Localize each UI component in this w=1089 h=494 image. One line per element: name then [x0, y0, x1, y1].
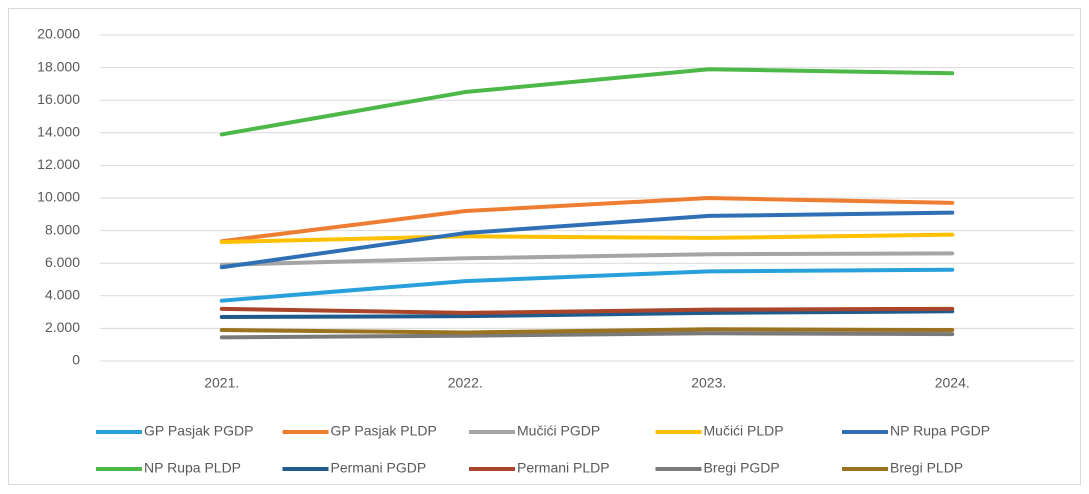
- legend-label: Mučići PLDP: [704, 423, 784, 439]
- series-line: [219, 309, 955, 319]
- y-tick-label: 2.000: [45, 319, 80, 335]
- y-tick-label: 4.000: [45, 287, 80, 303]
- series-line: [219, 196, 955, 244]
- legend-label: GP Pasjak PLDP: [331, 423, 437, 439]
- y-tick-label: 18.000: [37, 58, 80, 74]
- y-tick-label: 10.000: [37, 189, 80, 205]
- series-line: [219, 232, 955, 245]
- y-tick-label: 12.000: [37, 156, 80, 172]
- legend-label: NP Rupa PLDP: [144, 460, 241, 476]
- x-tick-label: 2024.: [935, 375, 970, 391]
- legend-label: Mučići PGDP: [517, 423, 600, 439]
- series-line: [219, 210, 955, 270]
- series-line: [219, 331, 955, 340]
- x-tick-label: 2023.: [691, 375, 726, 391]
- y-tick-label: 8.000: [45, 221, 80, 237]
- y-tick-label: 6.000: [45, 254, 80, 270]
- chart-border: [8, 8, 1081, 485]
- series-line: [219, 67, 955, 137]
- series-line: [219, 251, 955, 267]
- legend-label: Bregi PGDP: [704, 460, 780, 476]
- y-tick-label: 20.000: [37, 26, 80, 42]
- series-line: [219, 306, 955, 315]
- x-tick-label: 2021.: [204, 375, 239, 391]
- legend-label: GP Pasjak PGDP: [144, 423, 253, 439]
- y-tick-label: 0: [72, 352, 80, 368]
- series-line: [219, 327, 955, 335]
- legend-label: Permani PGDP: [331, 460, 427, 476]
- series-line: [219, 267, 955, 303]
- x-tick-label: 2022.: [448, 375, 483, 391]
- legend-label: NP Rupa PGDP: [890, 423, 990, 439]
- legend-label: Permani PLDP: [517, 460, 610, 476]
- y-tick-label: 16.000: [37, 91, 80, 107]
- legend-label: Bregi PLDP: [890, 460, 963, 476]
- y-tick-label: 14.000: [37, 124, 80, 140]
